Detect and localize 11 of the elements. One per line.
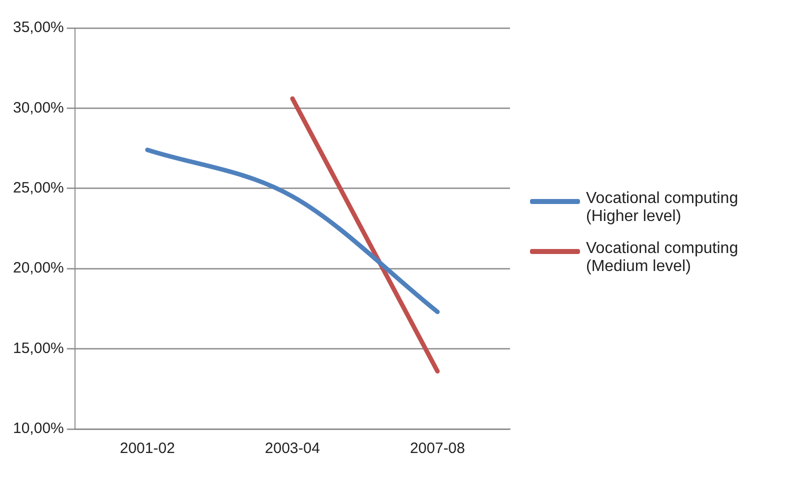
legend-label: Vocational computing (Higher level)	[586, 190, 740, 226]
y-tick-label: 20,00%	[13, 260, 64, 277]
x-tick-label: 2001-02	[120, 440, 175, 458]
x-tick-label: 2003-04	[264, 440, 320, 458]
y-tick-label: 15,00%	[13, 340, 64, 357]
y-tick-label: 30,00%	[13, 99, 64, 116]
x-tick-label: 2007-08	[410, 440, 466, 458]
legend-label: Vocational computing (Medium level)	[586, 240, 740, 276]
y-tick-label: 35,00%	[13, 19, 64, 36]
y-tick-label: 10,00%	[13, 420, 64, 438]
y-tick-label: 25,00%	[13, 180, 64, 197]
